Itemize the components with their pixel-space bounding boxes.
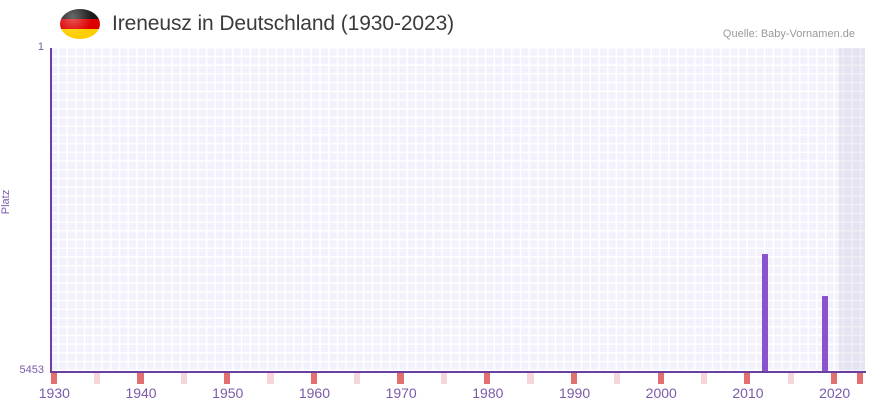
x-tick-2015	[787, 373, 794, 384]
x-axis-label-1940: 1940	[125, 385, 157, 401]
x-tick-1955	[267, 373, 274, 384]
x-tick-1970	[397, 373, 404, 384]
germany-flag-icon	[60, 9, 100, 39]
x-tick-1960	[310, 373, 317, 384]
shaded-future-region	[838, 48, 865, 372]
bar-2019	[822, 295, 829, 372]
x-axis-label-1990: 1990	[558, 385, 591, 401]
chart-header: Ireneusz in Deutschland (1930-2023) Quel…	[0, 0, 873, 48]
x-tick-1935	[93, 373, 101, 384]
x-axis-label-2010: 2010	[732, 385, 764, 401]
x-tick-1965	[354, 373, 361, 384]
grid-lines	[50, 48, 865, 372]
x-tick-1980	[484, 373, 491, 384]
source-attribution: Quelle: Baby-Vornamen.de	[722, 28, 855, 40]
x-axis-label-2000: 2000	[645, 385, 677, 401]
y-axis-title: Platz	[0, 189, 13, 215]
x-axis-label-1970: 1970	[385, 385, 417, 401]
flag-gloss	[60, 9, 100, 39]
flag-stripe-red	[60, 18, 100, 29]
x-tick-2010	[744, 373, 751, 384]
x-tick-1950	[224, 373, 231, 384]
x-tick-1940	[137, 373, 144, 384]
bar-2012	[761, 254, 768, 372]
x-tick-1945	[180, 373, 187, 384]
x-tick-1930	[50, 373, 57, 384]
x-axis-label-1960: 1960	[298, 385, 331, 401]
x-tick-1985	[527, 373, 534, 384]
x-tick-1975	[440, 373, 447, 384]
x-axis-label-1930: 1930	[38, 385, 70, 401]
x-axis-label-1980: 1980	[472, 385, 504, 401]
flag-stripe-gold	[60, 28, 100, 39]
x-tick-1990	[570, 373, 578, 384]
x-tick-2023	[856, 373, 864, 384]
y-axis-tick-top: 1	[37, 41, 44, 53]
y-axis-line	[50, 48, 52, 373]
x-axis-label-1950: 1950	[212, 385, 244, 401]
x-tick-2005	[700, 373, 708, 384]
x-axis-label-2020: 2020	[819, 385, 851, 401]
flag-stripe-black	[60, 9, 100, 20]
x-tick-1995	[614, 373, 621, 384]
plot-area	[50, 48, 865, 372]
x-tick-2020	[830, 373, 838, 384]
x-axis-line	[50, 371, 866, 373]
page-title: Ireneusz in Deutschland (1930-2023)	[112, 12, 455, 35]
x-tick-2000	[657, 373, 664, 384]
y-axis-tick-bottom: 5453	[19, 364, 44, 376]
